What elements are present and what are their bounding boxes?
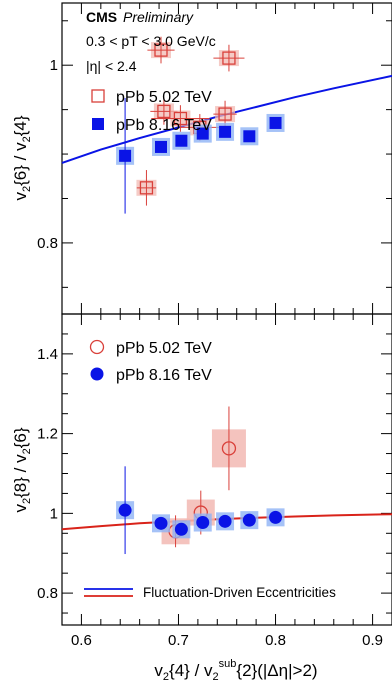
y-tick-label-bottom: 1: [50, 505, 58, 522]
pt-cut-label: 0.3 < pT < 3.0 GeV/c: [86, 33, 216, 49]
point-pPb816-2: [174, 522, 188, 536]
point-pPb816-1: [155, 140, 167, 153]
legend-marker-filled-circle: [90, 367, 104, 381]
top-panel-frame: [61, 2, 392, 315]
y-axis-label-bottom: v2{8} / v2{6}: [11, 427, 33, 512]
point-pPb502-5: [218, 107, 232, 121]
curve-legend-label: Fluctuation-Driven Eccentricities: [143, 585, 336, 600]
point-pPb816-1: [154, 516, 168, 530]
point-pPb502-6: [222, 51, 236, 65]
y-tick-label-bottom: 0.8: [37, 585, 58, 602]
x-tick-label: 0.6: [71, 632, 92, 649]
top-plot-layer: 0.811.21.4: [37, 3, 392, 314]
point-pPb816-4: [219, 125, 232, 138]
experiment-label: CMS: [86, 9, 117, 25]
legend-label-pPb816-top: pPb 8.16 TeV: [116, 117, 212, 134]
y-axis-label-top: v2{6} / v2{4}: [11, 115, 33, 200]
legend-label-pPb502-top: pPb 5.02 TeV: [116, 89, 212, 106]
point-pPb816-0: [118, 503, 132, 517]
legend-marker-open-circle: [89, 339, 105, 355]
y-tick-label-top: 1: [50, 57, 58, 74]
point-pPb816-6: [269, 510, 283, 524]
point-pPb816-4: [218, 514, 232, 528]
x-tick-label: 0.9: [362, 632, 383, 649]
x-tick-label: 0.8: [265, 632, 286, 649]
point-pPb502-2: [221, 441, 237, 456]
legend-label-pPb816-bottom: pPb 8.16 TeV: [116, 367, 212, 384]
bottom-panel-frame: [61, 313, 392, 626]
point-pPb816-6: [269, 116, 282, 129]
eta-cut-label: |η| < 2.4: [86, 58, 137, 74]
point-pPb502-1: [154, 43, 168, 57]
point-pPb816-5: [243, 130, 256, 143]
y-tick-label-bottom: 1.2: [37, 426, 58, 443]
point-pPb816-3: [196, 127, 209, 140]
legend-label-pPb502-bottom: pPb 5.02 TeV: [116, 340, 212, 357]
y-tick-label-bottom: 1.4: [37, 346, 58, 363]
point-pPb816-5: [242, 513, 256, 527]
legend-marker-filled-square: [92, 118, 104, 130]
bottom-plot-layer: 0.8 1 1.2 1.4 0.6 0.7 0.8 0.9: [37, 313, 392, 649]
x-axis-label: v2{4} / v2sub{2}(|Δη|>2): [154, 658, 317, 683]
point-pPb816-0: [119, 149, 132, 162]
legend-marker-open-square: [91, 89, 105, 103]
status-label: Preliminary: [123, 9, 194, 25]
point-pPb502-0: [139, 181, 154, 195]
point-pPb502-3: [173, 111, 188, 126]
x-tick-label: 0.7: [168, 632, 189, 649]
y-tick-label-top: 0.8: [37, 235, 58, 252]
point-pPb816-3: [196, 516, 210, 530]
point-pPb502-2: [157, 104, 171, 119]
point-pPb816-2: [175, 134, 188, 147]
